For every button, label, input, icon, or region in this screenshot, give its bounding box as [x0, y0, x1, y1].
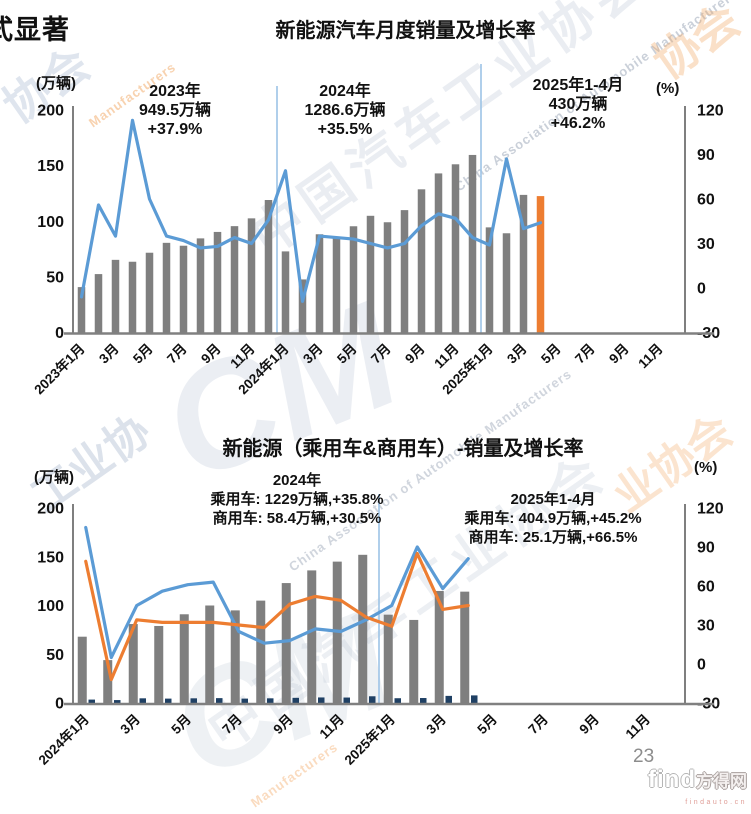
- svg-text:11月: 11月: [431, 341, 461, 371]
- svg-text:5月: 5月: [334, 341, 359, 366]
- svg-text:120: 120: [697, 103, 724, 120]
- page-title-fragment: 式显著: [0, 15, 70, 45]
- svg-text:2025年1月: 2025年1月: [341, 711, 398, 768]
- svg-text:3月: 3月: [423, 712, 448, 737]
- annotation-line: 2024年: [319, 83, 371, 100]
- chart1-annotation-2025: 2025年1-4月 430万辆 +46.2%: [533, 76, 624, 133]
- svg-text:200: 200: [37, 501, 64, 518]
- svg-text:150: 150: [37, 158, 64, 175]
- svg-text:90: 90: [697, 147, 715, 164]
- annotation-line: 乘用车: 404.9万辆,+45.2%: [464, 510, 642, 527]
- annotation-line: 商用车: 25.1万辆,+66.5%: [468, 529, 638, 546]
- annotation-line: +37.9%: [147, 121, 203, 138]
- svg-text:3月: 3月: [96, 341, 121, 366]
- chart2-right-axis-unit: (%): [694, 459, 718, 476]
- svg-text:9月: 9月: [270, 712, 295, 737]
- svg-text:100: 100: [37, 214, 64, 231]
- annotation-line: 2023年: [149, 83, 201, 100]
- annotation-line: 2024年: [272, 472, 322, 489]
- svg-text:2023年1月: 2023年1月: [31, 340, 88, 397]
- chart1-left-axis-unit: (万辆): [36, 75, 76, 92]
- chart1-annotation-2023: 2023年 949.5万辆 +37.9%: [139, 82, 211, 139]
- svg-text:5月: 5月: [130, 341, 155, 366]
- svg-text:30: 30: [697, 236, 715, 253]
- svg-text:100: 100: [37, 598, 64, 615]
- annotation-line: 2025年1-4月: [532, 77, 624, 94]
- svg-text:30: 30: [697, 618, 715, 635]
- svg-text:60: 60: [697, 579, 715, 596]
- logo-cn-text: 方得网: [696, 772, 747, 791]
- annotation-line: +35.5%: [317, 121, 373, 138]
- svg-text:5月: 5月: [168, 712, 193, 737]
- chart2-annotation-2024: 2024年 乘用车: 1229万辆,+35.8% 商用车: 58.4万辆,+30…: [211, 471, 384, 528]
- chart2-annotation-2025: 2025年1-4月 乘用车: 404.9万辆,+45.2% 商用车: 25.1万…: [464, 490, 641, 547]
- svg-text:200: 200: [37, 103, 64, 120]
- svg-text:9月: 9月: [402, 341, 427, 366]
- svg-text:2024年1月: 2024年1月: [35, 711, 92, 768]
- svg-text:9月: 9月: [606, 341, 631, 366]
- page-number: 23: [633, 746, 655, 767]
- svg-text:0: 0: [697, 657, 706, 674]
- svg-text:7月: 7月: [572, 341, 597, 366]
- svg-text:9月: 9月: [576, 712, 601, 737]
- svg-text:11月: 11月: [635, 341, 665, 371]
- svg-text:0: 0: [697, 281, 706, 298]
- logo-sub-text: findauto.cn: [685, 799, 747, 806]
- logo-find-text: find: [648, 766, 696, 793]
- svg-text:50: 50: [46, 647, 64, 664]
- svg-text:11月: 11月: [227, 341, 257, 371]
- svg-text:3月: 3月: [117, 712, 142, 737]
- chart1-annotation-2024: 2024年 1286.6万辆 +35.5%: [305, 82, 386, 139]
- chart1-title: 新能源汽车月度销量及增长率: [275, 20, 536, 42]
- svg-text:3月: 3月: [300, 341, 325, 366]
- svg-text:11月: 11月: [623, 712, 653, 742]
- annotation-line: 1286.6万辆: [304, 102, 386, 119]
- chart2-title: 新能源（乘用车&商用车）-销量及增长率: [222, 438, 584, 460]
- site-logo: find方得网 findauto.cn: [648, 766, 747, 814]
- svg-text:90: 90: [697, 540, 715, 557]
- svg-text:9月: 9月: [198, 341, 223, 366]
- svg-text:7月: 7月: [219, 712, 244, 737]
- svg-text:0: 0: [55, 696, 64, 713]
- svg-text:150: 150: [37, 549, 64, 566]
- annotation-line: 乘用车: 1229万辆,+35.8%: [210, 491, 384, 508]
- svg-text:5月: 5月: [474, 712, 499, 737]
- svg-text:120: 120: [697, 501, 724, 518]
- chart1-right-axis-unit: (%): [656, 80, 680, 97]
- svg-text:7月: 7月: [164, 341, 189, 366]
- annotation-line: +46.2%: [550, 115, 606, 132]
- svg-text:7月: 7月: [525, 712, 550, 737]
- svg-text:5月: 5月: [538, 341, 563, 366]
- svg-text:11月: 11月: [317, 712, 347, 742]
- svg-text:60: 60: [697, 192, 715, 209]
- svg-text:3月: 3月: [504, 341, 529, 366]
- annotation-line: 商用车: 58.4万辆,+30.5%: [212, 510, 382, 527]
- annotation-line: 430万辆: [548, 96, 608, 113]
- chart2-left-axis-unit: (万辆): [34, 469, 74, 486]
- svg-text:7月: 7月: [368, 341, 393, 366]
- annotation-line: 2025年1-4月: [510, 491, 596, 508]
- svg-text:50: 50: [46, 269, 64, 286]
- svg-text:0: 0: [55, 325, 64, 342]
- annotation-line: 949.5万辆: [138, 102, 212, 119]
